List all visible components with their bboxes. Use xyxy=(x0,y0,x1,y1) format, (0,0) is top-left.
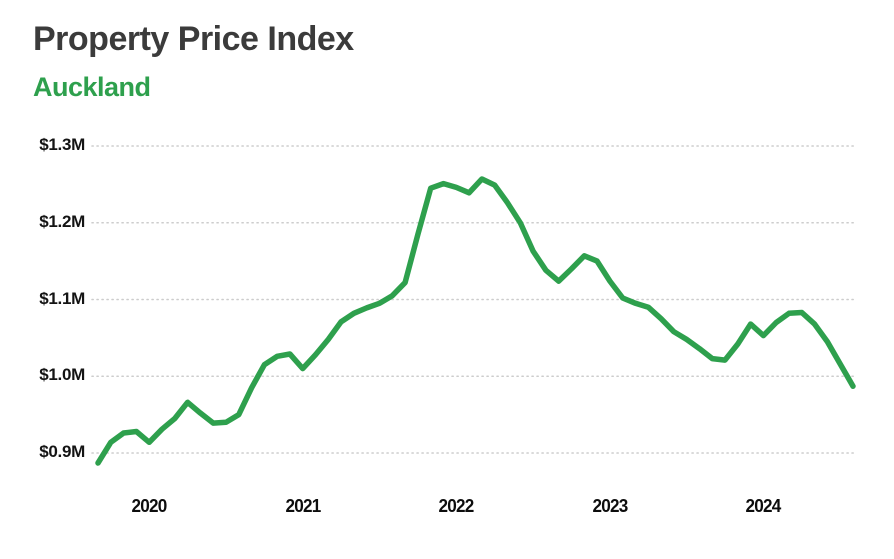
y-axis-tick-label: $1.0M xyxy=(39,365,85,385)
x-axis-tick-label: 2020 xyxy=(131,496,168,516)
x-axis-tick-label: 2022 xyxy=(438,496,475,516)
y-axis-tick-label: $0.9M xyxy=(39,442,85,461)
y-axis-tick-label: $1.2M xyxy=(39,211,85,231)
x-axis-tick-label: 2023 xyxy=(592,496,628,516)
region-subtitle: Auckland xyxy=(33,72,151,102)
price-series-line xyxy=(95,176,856,466)
y-axis-tick-label: $1.1M xyxy=(39,288,85,308)
x-axis-tick-label: 2021 xyxy=(285,496,321,516)
y-axis-tick-label: $1.3M xyxy=(39,135,85,154)
page-title: Property Price Index xyxy=(33,20,354,58)
x-axis-tick-label: 2024 xyxy=(745,496,782,516)
